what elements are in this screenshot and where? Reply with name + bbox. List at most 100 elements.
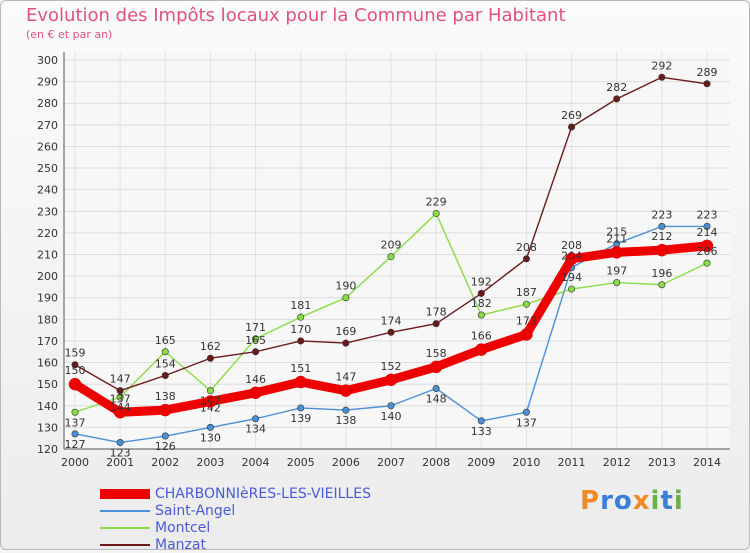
data-point [703,80,711,88]
data-label: 192 [471,275,492,288]
x-tick-label: 2000 [61,456,89,469]
y-tick-label: 200 [37,270,58,283]
data-label: 137 [110,392,131,405]
data-label: 123 [110,447,131,460]
data-point [342,406,350,414]
data-label: 144 [110,401,131,414]
legend-swatch [100,488,150,499]
y-tick-label: 300 [37,54,58,67]
y-tick-label: 150 [37,378,58,391]
data-label: 214 [697,226,718,239]
data-label: 138 [155,390,176,403]
data-point [297,404,305,412]
data-point [613,95,621,103]
x-tick-label: 2003 [196,456,224,469]
data-point [475,343,488,356]
data-point [71,430,79,438]
data-point [297,313,305,321]
data-label: 166 [471,330,492,343]
data-label: 187 [516,286,537,299]
x-tick-label: 2005 [287,456,315,469]
data-label: 204 [561,249,582,262]
data-point [113,406,127,419]
data-point [249,386,262,400]
y-tick-label: 190 [37,292,58,305]
y-tick-label: 290 [37,76,58,89]
x-tick-label: 2012 [603,456,631,469]
data-point [477,311,485,319]
x-tick-label: 2008 [422,456,450,469]
data-point [703,259,711,267]
data-label: 211 [606,232,627,245]
data-point [206,387,214,395]
x-tick-label: 2014 [693,456,721,469]
y-tick-label: 270 [37,119,58,132]
data-point [658,222,666,230]
data-label: 134 [245,423,266,436]
data-label: 127 [65,438,86,451]
data-point [477,417,485,425]
y-tick-label: 140 [37,400,58,413]
data-point [204,395,217,408]
data-point [432,320,440,328]
data-label: 181 [290,299,311,312]
data-point [339,384,353,397]
data-label: 147 [200,395,221,408]
data-label: 138 [335,414,356,427]
data-label: 196 [651,267,672,280]
chart-subtitle: (en € et par an) [26,28,113,41]
y-tick-label: 210 [37,249,58,262]
data-point [387,402,395,410]
y-tick-label: 230 [37,205,58,218]
legend-label: Montcel [155,519,211,536]
data-point [610,246,623,259]
legend-label: CHARBONNIèRES-LES-VIEILLES [155,485,371,502]
data-label: 212 [651,230,672,243]
data-label: 147 [335,371,356,384]
y-tick-label: 220 [37,227,58,240]
data-point [522,255,530,263]
data-label: 148 [426,392,447,405]
data-point [116,439,124,447]
data-label: 137 [516,416,537,429]
data-point [658,73,666,81]
data-label: 215 [606,226,627,239]
data-point [384,373,398,387]
data-label: 158 [426,347,447,360]
y-tick-label: 170 [37,335,58,348]
data-label: 206 [697,245,718,258]
data-point [477,289,485,297]
data-point [522,300,530,308]
data-label: 146 [245,373,266,386]
data-point [252,415,260,423]
data-label: 269 [561,109,582,122]
x-tick-label: 2011 [558,456,586,469]
data-label: 133 [471,425,492,438]
legend-item: Manzat [100,536,371,553]
data-label: 140 [381,410,402,423]
data-label: 292 [651,59,672,72]
data-point [387,253,395,261]
data-label: 171 [245,321,266,334]
data-label: 223 [651,208,672,221]
y-tick-label: 130 [37,421,58,434]
data-label: 178 [426,306,447,319]
data-point [206,354,214,362]
x-tick-label: 2010 [512,456,540,469]
data-label: 137 [65,416,86,429]
legend-label: Manzat [155,536,206,553]
data-label: 208 [561,239,582,252]
data-label: 139 [290,412,311,425]
data-label: 142 [200,401,221,414]
legend-swatch [100,509,150,512]
data-point [161,348,169,356]
data-point [568,285,576,293]
y-tick-label: 250 [37,162,58,175]
data-label: 173 [516,314,537,327]
data-point [658,281,666,289]
data-point [252,348,260,356]
data-point [700,239,714,253]
y-tick-label: 160 [37,357,58,370]
data-label: 169 [335,325,356,338]
proxiti-logo: Proxiti [580,486,684,516]
